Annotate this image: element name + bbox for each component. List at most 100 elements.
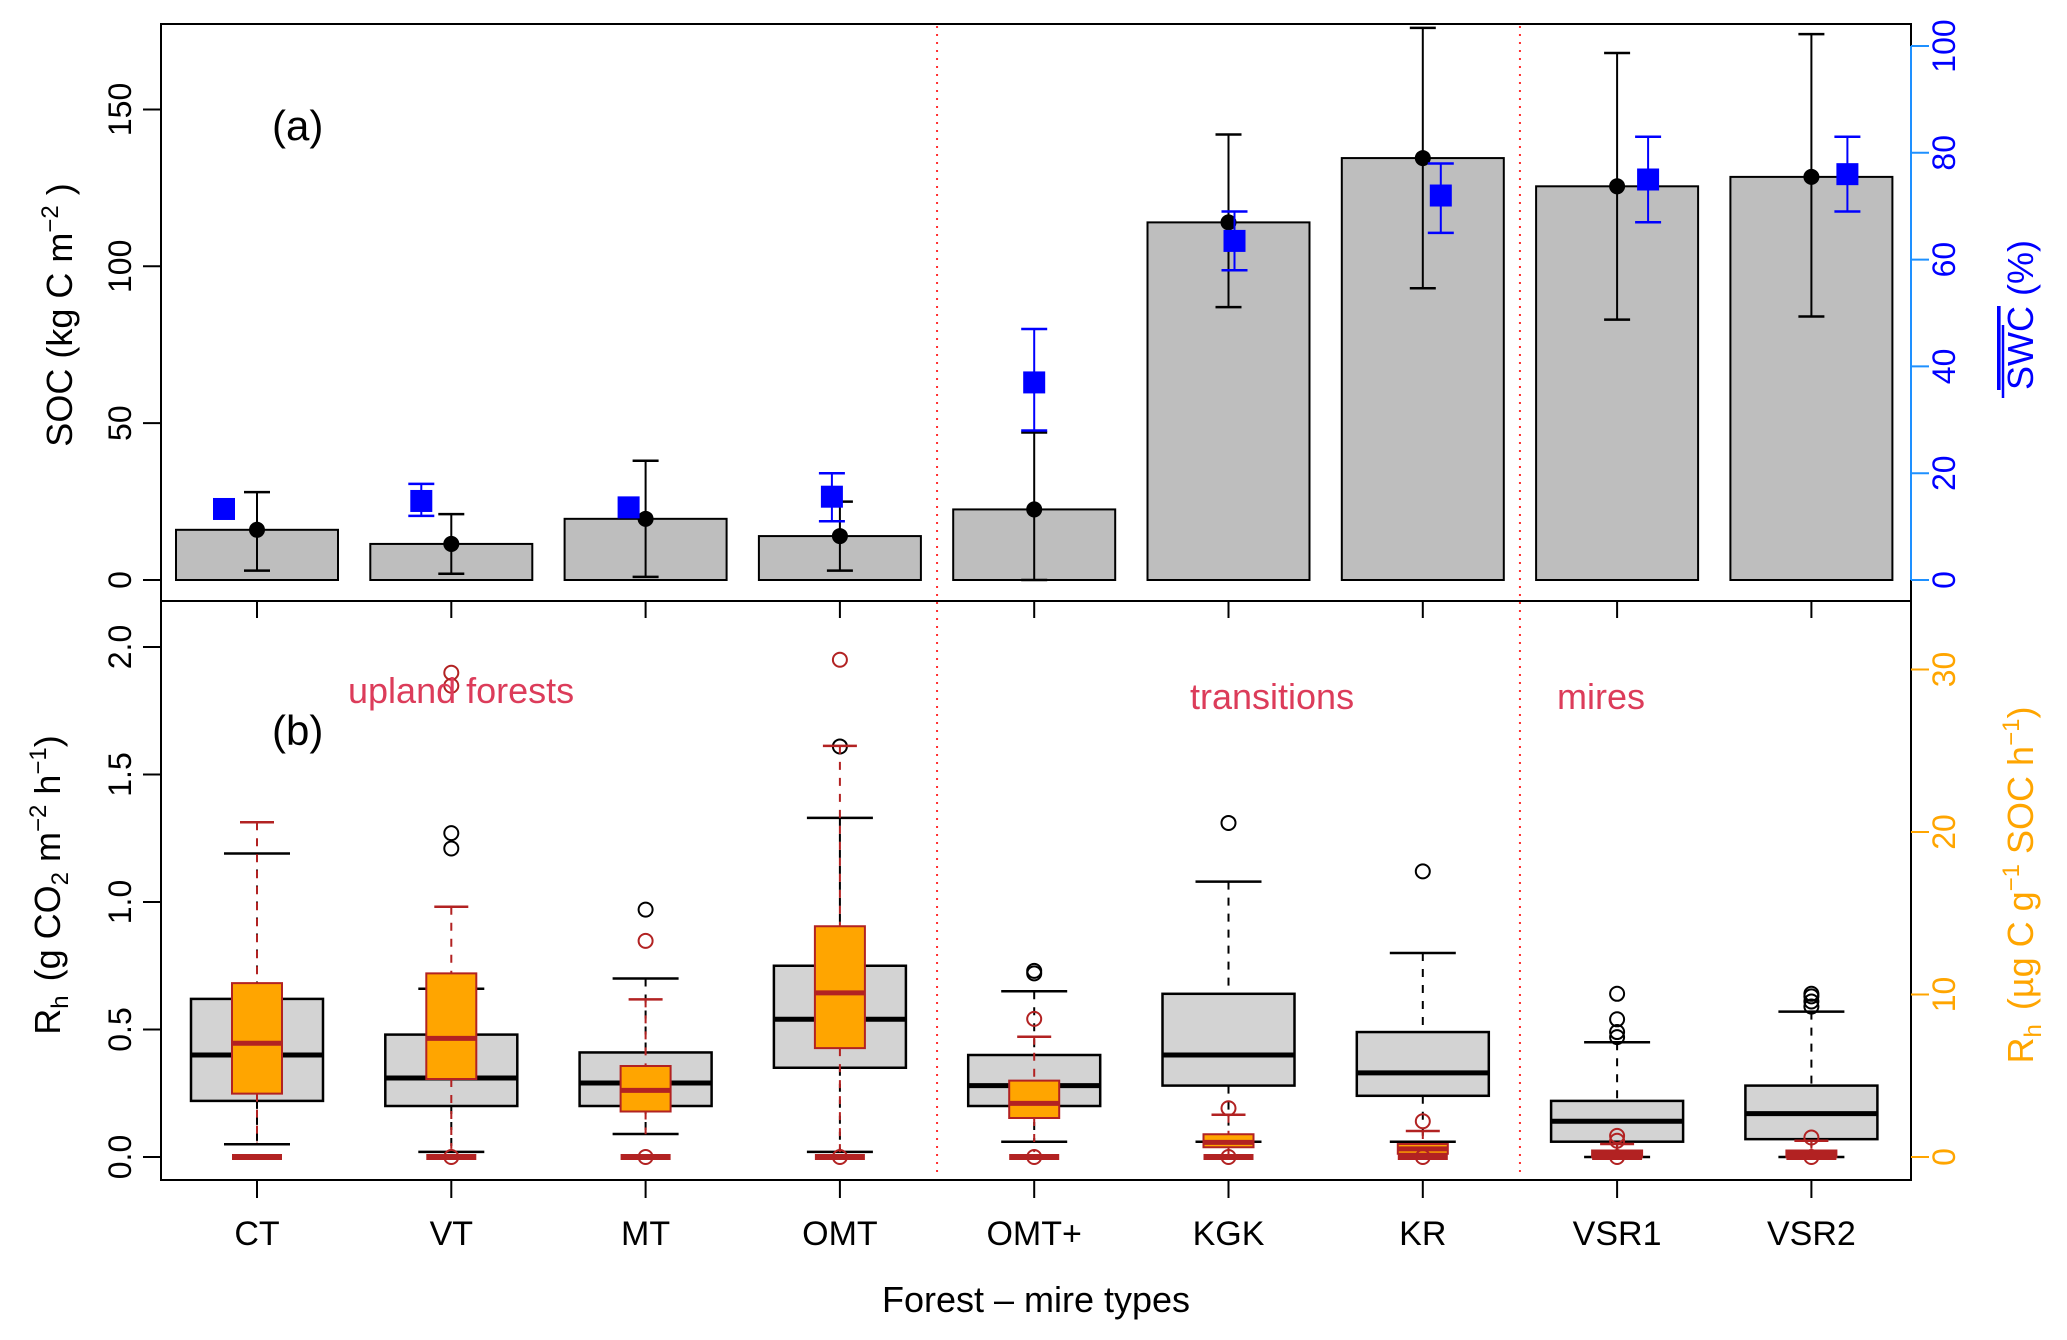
soc-mean-point: [1803, 168, 1820, 185]
orange-outlier: [1803, 1129, 1820, 1146]
rh-label-unit: (g CO: [27, 885, 68, 981]
y2-tick-label: 20: [1926, 814, 1962, 850]
y-tick-label: 100: [102, 240, 138, 293]
orange-box: [231, 982, 283, 1095]
x-tick-label: KGK: [1193, 1215, 1265, 1253]
orange-box: [425, 972, 478, 1080]
x-tick-label: OMT: [802, 1215, 878, 1253]
soc-mean-point: [637, 510, 654, 527]
y-tick-label: 150: [102, 83, 138, 136]
orange-outlier: [1609, 1149, 1626, 1165]
swc-mean-square: [820, 485, 843, 508]
gray-outlier: [1803, 998, 1820, 1015]
rh2-label-unit2: SOC h: [2000, 746, 2041, 864]
rh-label-unit3: h: [27, 775, 68, 805]
gray-outlier: [1803, 985, 1820, 1002]
y2-axis-title-swc: SWC (%): [2000, 240, 2041, 390]
soc-mean-point: [1220, 214, 1237, 231]
group-label-transitions: transitions: [1190, 676, 1354, 717]
swc-mean-square: [1836, 163, 1859, 186]
orange-outlier: [1414, 1113, 1431, 1130]
soc-label-end: ): [39, 183, 80, 205]
x-tick-label: VSR2: [1767, 1215, 1856, 1253]
swc-mean-square: [1637, 168, 1660, 191]
panel-a-label: (a): [272, 102, 323, 149]
rh2-label-end: ): [2000, 707, 2041, 719]
gray-outlier: [1803, 993, 1820, 1010]
panel-b-frame: [160, 600, 1912, 1181]
orange-outlier: [831, 651, 848, 668]
gray-outlier: [443, 825, 460, 842]
orange-outlier: [1220, 1149, 1237, 1165]
x-tick-label: OMT+: [986, 1215, 1081, 1253]
rh-label-unit2: m: [27, 832, 68, 872]
y2-tick-label: 100: [1926, 19, 1962, 72]
gray-outlier: [1609, 985, 1626, 1002]
gray-outlier: [1026, 962, 1043, 979]
panel-b-label: (b): [272, 707, 323, 754]
x-tick-label: KR: [1399, 1215, 1446, 1253]
y2-tick-label: 40: [1926, 349, 1962, 385]
orange-outlier: [1609, 1127, 1626, 1144]
orange-outlier: [1026, 1149, 1043, 1165]
group-label-mires: mires: [1557, 676, 1645, 717]
gray-outlier: [1609, 1011, 1626, 1028]
gray-outlier: [1609, 1029, 1626, 1046]
soc-mean-point: [249, 521, 265, 538]
gray-outlier: [1609, 1024, 1626, 1041]
gray-box: [1161, 992, 1296, 1087]
orange-outlier: [1609, 1132, 1626, 1149]
y2-tick-label: 80: [1926, 135, 1962, 171]
swc-mean-square: [213, 497, 235, 520]
rh-label-sup: −2: [25, 805, 52, 832]
y2-tick-label: 30: [1926, 652, 1962, 688]
y-tick-label: 50: [102, 405, 138, 441]
gray-box: [1355, 1030, 1491, 1098]
swc-mean-square: [1429, 184, 1452, 207]
orange-outlier: [637, 932, 654, 949]
rh2-label-main: R: [2000, 1037, 2041, 1063]
rh-label-sup2: −1: [25, 747, 52, 774]
x-axis-title: Forest – mire types: [882, 1279, 1190, 1320]
gray-outlier: [1414, 863, 1431, 880]
y2-axis-title-rh-soc: Rh(µg C g−1 SOC h−1): [1998, 707, 2047, 1064]
swc-mean-square: [617, 496, 640, 519]
y2-tick-label: 10: [1926, 977, 1962, 1013]
soc-mean-point: [443, 535, 460, 552]
rh-label-main: R: [27, 1009, 68, 1035]
orange-outlier: [1220, 1100, 1237, 1117]
orange-box: [813, 925, 866, 1050]
y-tick-label: 0: [102, 571, 138, 589]
orange-outlier: [443, 664, 460, 681]
rh2-label-sup: −1: [1998, 864, 2025, 891]
gray-outlier: [443, 840, 460, 857]
y2-tick-label: 0: [1926, 571, 1962, 589]
y-axis-title-soc: SOC (kg C m−2 ): [37, 183, 80, 446]
soc-label-sup: −2: [37, 205, 64, 232]
orange-outlier: [1803, 1149, 1820, 1165]
swc-mean-square: [410, 489, 433, 512]
soc-mean-point: [1609, 178, 1626, 195]
swc-label-rest: (%): [2000, 240, 2041, 306]
x-tick-label: VSR1: [1573, 1215, 1662, 1253]
y2-tick-label: 0: [1926, 1148, 1962, 1166]
y-tick-label: 0.0: [102, 1135, 138, 1179]
y-tick-label: 0.5: [102, 1007, 138, 1051]
orange-outlier: [1026, 1010, 1043, 1027]
orange-outlier: [831, 1149, 848, 1165]
y-tick-label: 2.0: [102, 625, 138, 669]
gray-outlier: [637, 901, 654, 918]
orange-outlier: [637, 1149, 654, 1165]
y-axis-title-rh: Rh(g CO2 m−2 h−1): [25, 735, 74, 1035]
panel-b: 0.0 0.5 1.0 1.5 2.0 0 10 20 30 CT VT MT OMT OMT+ KGK KR…: [102, 601, 1962, 1253]
orange-outlier: [443, 1149, 460, 1165]
rh2-label-sub: h: [2020, 1024, 2047, 1037]
orange-outlier: [1414, 1149, 1431, 1165]
y2-tick-label: 60: [1926, 242, 1962, 278]
gray-outlier: [1220, 814, 1237, 831]
rh2-label-sup2: −1: [1998, 719, 2025, 746]
soc-label-main: SOC (kg C m: [39, 233, 80, 447]
swc-label-overlined: SWC: [2000, 306, 2041, 390]
